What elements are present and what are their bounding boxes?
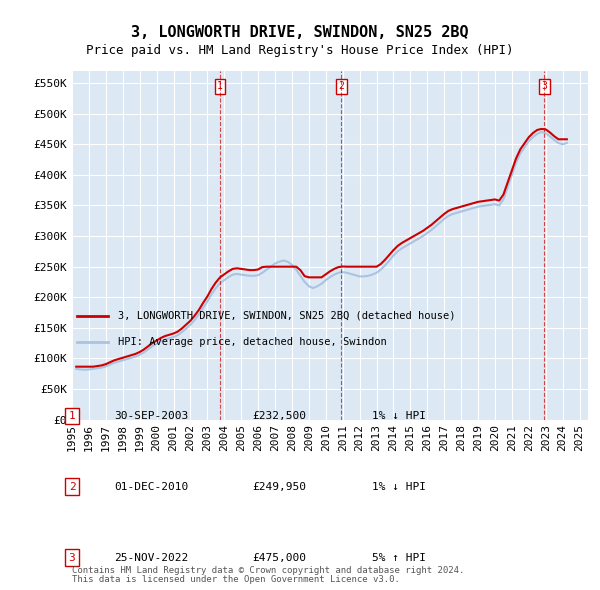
Text: £232,500: £232,500 bbox=[252, 411, 306, 421]
Text: 2: 2 bbox=[338, 81, 344, 91]
Text: 3: 3 bbox=[541, 81, 547, 91]
Text: HPI: Average price, detached house, Swindon: HPI: Average price, detached house, Swin… bbox=[118, 337, 387, 347]
Text: 25-NOV-2022: 25-NOV-2022 bbox=[114, 553, 188, 562]
Text: 3, LONGWORTH DRIVE, SWINDON, SN25 2BQ: 3, LONGWORTH DRIVE, SWINDON, SN25 2BQ bbox=[131, 25, 469, 40]
Text: 1: 1 bbox=[68, 411, 76, 421]
Text: Price paid vs. HM Land Registry's House Price Index (HPI): Price paid vs. HM Land Registry's House … bbox=[86, 44, 514, 57]
Text: 1: 1 bbox=[217, 81, 223, 91]
Text: 30-SEP-2003: 30-SEP-2003 bbox=[114, 411, 188, 421]
Text: £475,000: £475,000 bbox=[252, 553, 306, 562]
Text: 3, LONGWORTH DRIVE, SWINDON, SN25 2BQ (detached house): 3, LONGWORTH DRIVE, SWINDON, SN25 2BQ (d… bbox=[118, 311, 456, 320]
Text: 5% ↑ HPI: 5% ↑ HPI bbox=[372, 553, 426, 562]
Text: Contains HM Land Registry data © Crown copyright and database right 2024.: Contains HM Land Registry data © Crown c… bbox=[72, 566, 464, 575]
Text: £249,950: £249,950 bbox=[252, 482, 306, 491]
Text: 2: 2 bbox=[68, 482, 76, 491]
Text: This data is licensed under the Open Government Licence v3.0.: This data is licensed under the Open Gov… bbox=[72, 575, 400, 584]
Text: 1% ↓ HPI: 1% ↓ HPI bbox=[372, 482, 426, 491]
Text: 3: 3 bbox=[68, 553, 76, 562]
Text: 1% ↓ HPI: 1% ↓ HPI bbox=[372, 411, 426, 421]
Text: 01-DEC-2010: 01-DEC-2010 bbox=[114, 482, 188, 491]
